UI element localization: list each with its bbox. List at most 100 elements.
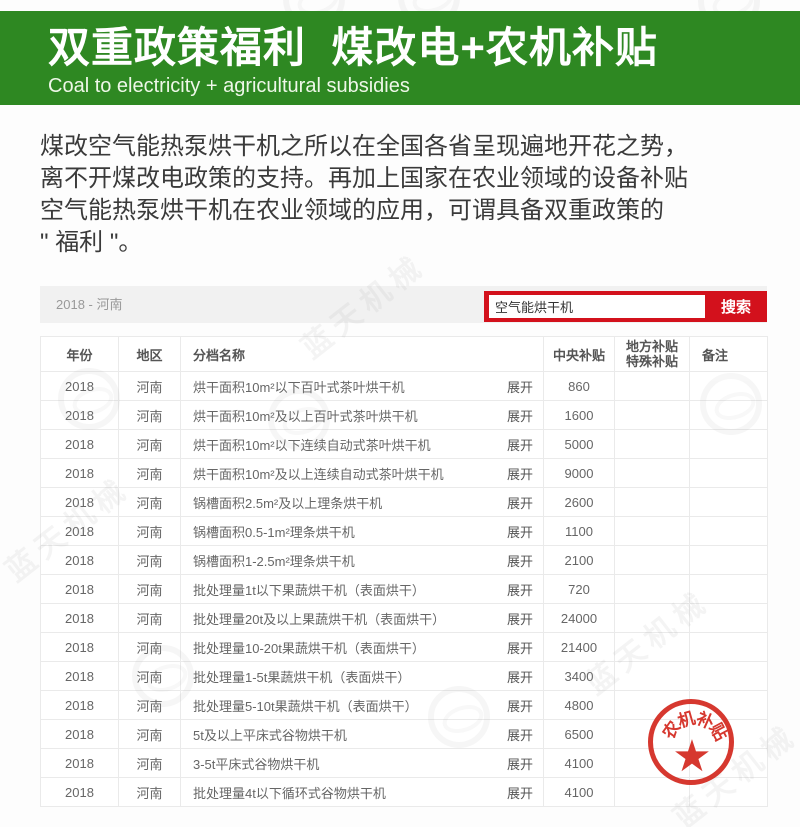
- expand-link[interactable]: 展开: [506, 524, 533, 540]
- expand-link[interactable]: 展开: [506, 756, 533, 772]
- table-row: 2018 河南 烘干面积10m²及以上连续自动式茶叶烘干机 展开 9000: [40, 458, 768, 488]
- table-row: 2018 河南 锅槽面积2.5m²及以上理条烘干机 展开 2600: [40, 487, 768, 517]
- expand-link[interactable]: 展开: [506, 553, 533, 569]
- cell-central-subsidy: 4100: [543, 777, 615, 807]
- subsidy-table: 年份 地区 分档名称 中央补贴 地方补贴 特殊补贴 备注 2018 河南 烘干面…: [40, 336, 768, 807]
- cell-year: 2018: [40, 458, 119, 488]
- search-input[interactable]: [489, 295, 705, 318]
- cell-local-subsidy: [614, 632, 690, 662]
- cell-local-subsidy: [614, 400, 690, 430]
- cell-year: 2018: [40, 632, 119, 662]
- table-row: 2018 河南 批处理量4t以下循环式谷物烘干机 展开 4100: [40, 777, 768, 807]
- intro-paragraph: 煤改空气能热泵烘干机之所以在全国各省呈现遍地开花之势， 离不开煤改电政策的支持。…: [40, 131, 776, 259]
- cell-note: [689, 545, 768, 575]
- cell-note: [689, 400, 768, 430]
- table-row: 2018 河南 批处理量1t以下果蔬烘干机（表面烘干） 展开 720: [40, 574, 768, 604]
- cell-year: 2018: [40, 719, 119, 749]
- intro-line-1: 煤改空气能热泵烘干机之所以在全国各省呈现遍地开花之势，: [40, 133, 688, 160]
- cell-year: 2018: [40, 603, 119, 633]
- cell-central-subsidy: 21400: [543, 632, 615, 662]
- table-row: 2018 河南 烘干面积10m²及以上百叶式茶叶烘干机 展开 1600: [40, 400, 768, 430]
- table-row: 2018 河南 批处理量10-20t果蔬烘干机（表面烘干） 展开 21400: [40, 632, 768, 662]
- expand-link[interactable]: 展开: [506, 698, 533, 714]
- col-header-central-subsidy: 中央补贴: [543, 336, 615, 372]
- cell-year: 2018: [40, 516, 119, 546]
- search-button[interactable]: 搜索: [705, 291, 767, 322]
- cell-name: 批处理量5-10t果蔬烘干机（表面烘干） 展开: [180, 690, 544, 720]
- cell-note: [689, 487, 768, 517]
- cell-central-subsidy: 3400: [543, 661, 615, 691]
- tier-name-text: 5t及以上平床式谷物烘干机: [193, 727, 347, 743]
- cell-note: [689, 516, 768, 546]
- cell-year: 2018: [40, 400, 119, 430]
- toolbar: 2018 - 河南 搜索: [40, 286, 767, 323]
- cell-name: 烘干面积10m²及以上连续自动式茶叶烘干机 展开: [180, 458, 544, 488]
- tier-name-text: 批处理量4t以下循环式谷物烘干机: [193, 785, 386, 801]
- expand-link[interactable]: 展开: [506, 785, 533, 801]
- cell-region: 河南: [118, 748, 181, 778]
- table-row: 2018 河南 3-5t平床式谷物烘干机 展开 4100: [40, 748, 768, 778]
- cell-central-subsidy: 4100: [543, 748, 615, 778]
- cell-region: 河南: [118, 516, 181, 546]
- cell-region: 河南: [118, 690, 181, 720]
- cell-note: [689, 603, 768, 633]
- tier-name-text: 批处理量20t及以上果蔬烘干机（表面烘干）: [193, 611, 446, 627]
- search-box: 搜索: [484, 291, 767, 322]
- subsidy-panel: 2018 - 河南 搜索 年份 地区 分档名称 中央补贴 地方补贴 特: [40, 286, 768, 807]
- cell-name: 批处理量10-20t果蔬烘干机（表面烘干） 展开: [180, 632, 544, 662]
- cell-year: 2018: [40, 545, 119, 575]
- cell-central-subsidy: 1600: [543, 400, 615, 430]
- cell-note: [689, 429, 768, 459]
- tier-name-text: 烘干面积10m²以下百叶式茶叶烘干机: [193, 379, 405, 395]
- cell-year: 2018: [40, 748, 119, 778]
- expand-link[interactable]: 展开: [506, 640, 533, 656]
- expand-link[interactable]: 展开: [506, 582, 533, 598]
- cell-central-subsidy: 1100: [543, 516, 615, 546]
- expand-link[interactable]: 展开: [506, 669, 533, 685]
- tier-name-text: 烘干面积10m²及以上连续自动式茶叶烘干机: [193, 466, 444, 482]
- cell-region: 河南: [118, 487, 181, 517]
- cell-local-subsidy: [614, 458, 690, 488]
- cell-central-subsidy: 4800: [543, 690, 615, 720]
- cell-local-subsidy: [614, 574, 690, 604]
- cell-name: 烘干面积10m²以下百叶式茶叶烘干机 展开: [180, 371, 544, 401]
- cell-central-subsidy: 2100: [543, 545, 615, 575]
- expand-link[interactable]: 展开: [506, 437, 533, 453]
- year-region-label: 2018 - 河南: [56, 297, 123, 312]
- cell-region: 河南: [118, 777, 181, 807]
- local-subsidy-line1: 地方补贴: [625, 339, 678, 354]
- tier-name-text: 锅槽面积1-2.5m²理条烘干机: [193, 553, 355, 569]
- col-header-note: 备注: [689, 336, 768, 372]
- expand-link[interactable]: 展开: [506, 727, 533, 743]
- expand-link[interactable]: 展开: [506, 495, 533, 511]
- col-header-local-subsidy: 地方补贴 特殊补贴: [614, 336, 690, 372]
- cell-note: [689, 371, 768, 401]
- cell-year: 2018: [40, 661, 119, 691]
- cell-central-subsidy: 860: [543, 371, 615, 401]
- cell-region: 河南: [118, 429, 181, 459]
- cell-name: 烘干面积10m²及以上百叶式茶叶烘干机 展开: [180, 400, 544, 430]
- cell-local-subsidy: [614, 487, 690, 517]
- cell-region: 河南: [118, 400, 181, 430]
- cell-local-subsidy: [614, 429, 690, 459]
- cell-name: 锅槽面积2.5m²及以上理条烘干机 展开: [180, 487, 544, 517]
- expand-link[interactable]: 展开: [506, 466, 533, 482]
- cell-local-subsidy: [614, 661, 690, 691]
- cell-region: 河南: [118, 574, 181, 604]
- expand-link[interactable]: 展开: [506, 611, 533, 627]
- intro-line-4: " 福利 "。: [40, 229, 143, 256]
- cell-year: 2018: [40, 690, 119, 720]
- cell-region: 河南: [118, 458, 181, 488]
- expand-link[interactable]: 展开: [506, 408, 533, 424]
- expand-link[interactable]: 展开: [506, 379, 533, 395]
- table-row: 2018 河南 批处理量1-5t果蔬烘干机（表面烘干） 展开 3400: [40, 661, 768, 691]
- local-subsidy-line2: 特殊补贴: [625, 354, 678, 369]
- page-subtitle: Coal to electricity + agricultural subsi…: [48, 75, 410, 97]
- table-row: 2018 河南 锅槽面积1-2.5m²理条烘干机 展开 2100: [40, 545, 768, 575]
- tier-name-text: 锅槽面积2.5m²及以上理条烘干机: [193, 495, 383, 511]
- cell-region: 河南: [118, 603, 181, 633]
- tier-name-text: 烘干面积10m²及以上百叶式茶叶烘干机: [193, 408, 418, 424]
- page-title: 双重政策福利 煤改电+农机补贴: [48, 24, 658, 71]
- tier-name-text: 批处理量1-5t果蔬烘干机（表面烘干）: [193, 669, 411, 685]
- cell-central-subsidy: 2600: [543, 487, 615, 517]
